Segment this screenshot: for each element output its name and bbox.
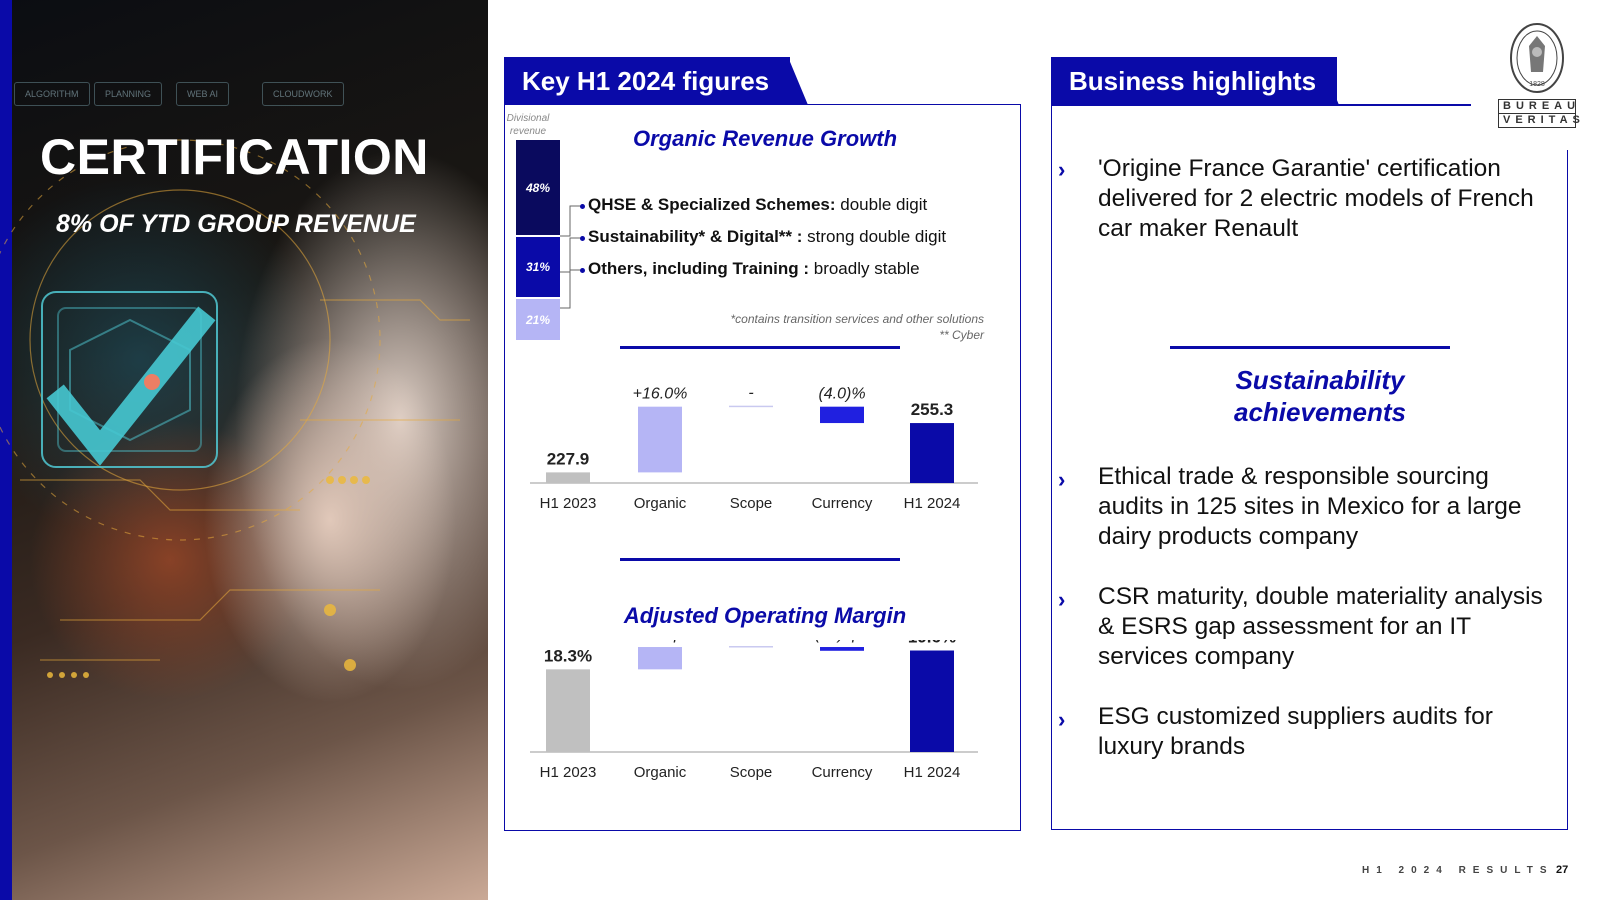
chart-bar xyxy=(729,646,773,648)
highlight-item: 'Origine France Garantie' certification … xyxy=(1098,155,1534,242)
seal-icon: 1828 xyxy=(1510,23,1564,93)
bureau-veritas-logo: 1828 BUREAU VERITAS xyxy=(1497,22,1580,128)
seal-year: 1828 xyxy=(1529,81,1545,88)
chart-category-label: Organic xyxy=(634,764,687,781)
divider-line xyxy=(620,346,900,349)
bullet-arrow-icon: › xyxy=(1058,467,1066,492)
footnote-cyber: ** Cyber xyxy=(939,328,984,342)
chart-data-label: +154bps xyxy=(629,640,691,643)
division-name: Others, including Training : xyxy=(588,259,810,278)
margin-title: Adjusted Operating Margin xyxy=(623,603,907,628)
chart-category-label: H1 2024 xyxy=(904,764,961,781)
connector-lines xyxy=(560,205,582,309)
tab-corner xyxy=(788,57,808,105)
bg-menu-item: ALGORITHM xyxy=(14,82,90,106)
segment-qhse: 48% xyxy=(516,140,560,235)
divider-line xyxy=(1170,346,1450,349)
logo-word-veritas: VERITAS xyxy=(1498,114,1580,128)
achievement-item: CSR maturity, double materiality analysi… xyxy=(1098,583,1543,670)
division-row: Others, including Training : broadly sta… xyxy=(588,259,920,279)
logo-word-bureau: BUREAU xyxy=(1498,99,1576,114)
tab-corner xyxy=(1319,57,1339,105)
chart-data-label: - xyxy=(748,640,753,642)
bg-menu-item: WEB AI xyxy=(176,82,230,106)
hero-image: ALGORITHM PLANNING WEB AI CLOUDWORK CE xyxy=(0,0,488,900)
bullet-dot xyxy=(580,236,585,241)
chart-category-label: H1 2024 xyxy=(904,495,961,512)
division-growth: broadly stable xyxy=(809,259,920,278)
business-highlights-tab: Business highlights xyxy=(1051,57,1337,105)
chart-data-label: 19.6% xyxy=(908,640,956,647)
divider-line xyxy=(620,558,900,561)
chart-bar xyxy=(638,406,682,473)
bullet-dot xyxy=(580,268,585,273)
checkmark-icon xyxy=(46,306,216,466)
chart-bar xyxy=(820,406,864,424)
footer-results-label: H1 2024 RESULTS xyxy=(1362,865,1554,876)
chart-category-label: H1 2023 xyxy=(540,764,597,781)
bg-menu-item: CLOUDWORK xyxy=(262,82,344,106)
hero-subtitle: 8% OF YTD GROUP REVENUE xyxy=(56,210,416,238)
page-number: 27 xyxy=(1556,864,1569,876)
chart-category-label: Scope xyxy=(730,495,773,512)
organic-growth-title: Organic Revenue Growth xyxy=(632,126,898,151)
chart-bar xyxy=(820,647,864,651)
chart-category-label: Currency xyxy=(812,495,873,512)
bullet-arrow-icon: › xyxy=(1058,707,1066,732)
margin-waterfall-chart: 18.3% H1 2023 +154bps Organic - Scope (26)bps C… xyxy=(530,640,978,781)
chart-bar xyxy=(546,669,590,752)
bullet-arrow-icon: › xyxy=(1058,157,1066,182)
revenue-waterfall-chart: 227.9 H1 2023 +16.0% Organic - Scope (4.0)% Cur… xyxy=(530,385,978,512)
chart-data-label: 227.9 xyxy=(547,449,590,468)
bullet-dot xyxy=(580,204,585,209)
chart-data-label: - xyxy=(748,385,753,402)
achievement-item: Ethical trade & responsible sourcing aud… xyxy=(1098,463,1522,550)
segment-others: 21% xyxy=(516,299,560,340)
achievement-item: ESG customized suppliers audits for luxu… xyxy=(1098,703,1493,760)
hero-illustration xyxy=(0,139,470,678)
chart-bar xyxy=(910,423,954,483)
segment-pct: 31% xyxy=(525,260,551,274)
chart-data-label: (26)bps xyxy=(815,640,869,643)
sustainability-title: Sustainability achievements xyxy=(1170,364,1470,428)
business-highlights-panel xyxy=(1051,104,1568,830)
chart-category-label: Organic xyxy=(634,495,687,512)
bg-menu-item: PLANNING xyxy=(94,82,163,106)
division-growth: double digit xyxy=(835,195,928,214)
key-figures-tab: Key H1 2024 figures xyxy=(504,57,790,105)
chart-data-label: 255.3 xyxy=(911,400,954,419)
bullet-arrow-icon: › xyxy=(1058,587,1066,612)
segment-pct: 21% xyxy=(525,312,551,327)
chart-data-label: +16.0% xyxy=(633,386,688,403)
segment-sustainability: 31% xyxy=(516,237,560,297)
footnote-transition: *contains transition services and other … xyxy=(730,312,984,326)
chart-category-label: Scope xyxy=(730,764,773,781)
segment-pct: 48% xyxy=(525,180,551,195)
chart-bar xyxy=(910,650,954,752)
sustainability-title-line: achievements xyxy=(1234,397,1406,427)
chart-bar xyxy=(729,405,773,408)
chart-bar xyxy=(546,472,590,483)
division-name: QHSE & Specialized Schemes: xyxy=(588,195,836,214)
division-name: Sustainability* & Digital** : xyxy=(588,227,803,246)
division-row: Sustainability* & Digital** : strong dou… xyxy=(588,227,946,247)
chart-category-label: H1 2023 xyxy=(540,495,597,512)
divisional-revenue-label: Divisional revenue xyxy=(506,113,550,137)
division-row: QHSE & Specialized Schemes: double digit xyxy=(588,195,927,215)
chart-category-label: Currency xyxy=(812,764,873,781)
hero-title: CERTIFICATION xyxy=(40,129,429,185)
chart-data-label: 18.3% xyxy=(544,646,592,665)
division-growth: strong double digit xyxy=(802,227,947,246)
chart-bar xyxy=(638,647,682,670)
accent-stripe xyxy=(0,0,12,900)
sustainability-title-line: Sustainability xyxy=(1235,365,1405,395)
chart-data-label: (4.0)% xyxy=(818,386,865,403)
